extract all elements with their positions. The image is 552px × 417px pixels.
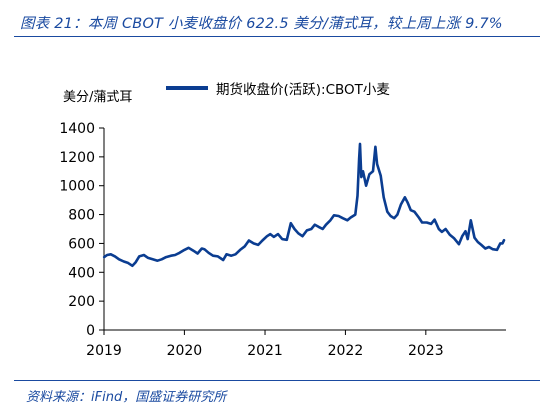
y-tick-label: 200 [68,294,95,310]
legend-label: 期货收盘价(活跃):CBOT小麦 [216,82,390,98]
title-rule [14,36,540,37]
y-tick-label: 800 [68,208,95,224]
y-tick-label: 600 [68,236,95,252]
x-tick-label: 2023 [408,343,444,359]
x-tick-label: 2021 [247,343,283,359]
x-tick-label: 2020 [167,343,203,359]
figure-title: 图表 21：本周 CBOT 小麦收盘价 622.5 美分/蒲式耳，较上周上涨 9… [20,16,503,32]
y-tick-label: 1200 [59,150,95,166]
x-tick-label: 2019 [86,343,122,359]
y-tick-label: 400 [68,265,95,281]
y-axis-label: 美分/蒲式耳 [63,90,133,105]
series-line-0 [102,142,506,268]
source-rule [14,380,540,381]
legend-swatch [166,86,208,90]
y-tick-label: 1400 [59,121,95,137]
chart-legend: 期货收盘价(活跃):CBOT小麦 [166,78,390,98]
y-tick-label: 1000 [59,179,95,195]
y-tick-label: 0 [86,323,95,339]
x-tick-label: 2022 [328,343,364,359]
source-note: 资料来源：iFind，国盛证券研究所 [26,390,227,405]
